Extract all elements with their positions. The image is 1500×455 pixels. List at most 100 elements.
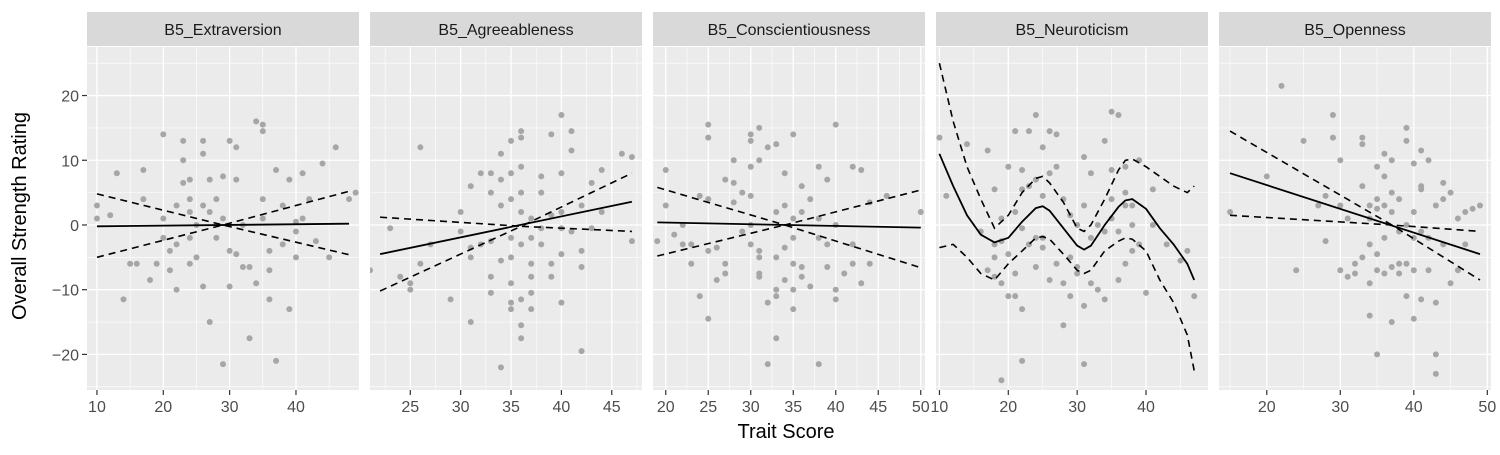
data-point	[558, 251, 565, 258]
data-point	[173, 202, 180, 209]
facet-panel: B5_Openness 20 30 40 50	[1219, 12, 1496, 416]
x-tick-label: 40	[553, 399, 571, 416]
ci-upper-line	[1229, 130, 1481, 233]
data-point	[764, 361, 771, 368]
data-point	[1396, 196, 1403, 203]
x-tick-label: 40	[1137, 399, 1155, 416]
data-point	[266, 247, 273, 254]
data-point	[497, 176, 504, 183]
data-point	[246, 264, 253, 271]
facet-strip	[87, 12, 359, 46]
data-point	[528, 260, 535, 267]
data-point	[1381, 150, 1388, 157]
data-point	[299, 170, 306, 177]
data-point	[1374, 351, 1381, 358]
data-point	[558, 299, 565, 306]
data-point	[713, 244, 720, 251]
data-point	[487, 189, 494, 196]
data-point	[1366, 202, 1373, 209]
y-axis-label: Overall Strength Rating	[9, 112, 31, 320]
data-point	[991, 254, 998, 261]
data-point	[598, 166, 605, 173]
data-point	[166, 247, 173, 254]
data-point	[773, 141, 780, 148]
ci-lower-line	[939, 235, 1195, 371]
data-point	[1440, 179, 1447, 186]
data-point	[1337, 157, 1344, 164]
data-point	[538, 241, 545, 248]
data-point	[747, 241, 754, 248]
data-point	[756, 273, 763, 280]
data-point	[147, 276, 154, 283]
data-point	[259, 215, 266, 222]
data-point	[266, 267, 273, 274]
data-point	[628, 154, 635, 161]
data-point	[1108, 108, 1115, 115]
data-point	[226, 137, 233, 144]
data-point	[233, 251, 240, 258]
data-point	[1359, 254, 1366, 261]
data-point	[1374, 251, 1381, 258]
x-tick-label: 30	[452, 399, 470, 416]
data-point	[849, 241, 856, 248]
data-point	[1315, 202, 1322, 209]
data-point	[279, 241, 286, 248]
data-point	[508, 234, 515, 241]
data-point	[1381, 270, 1388, 277]
data-point	[713, 276, 720, 283]
data-point	[790, 215, 797, 222]
data-point	[538, 173, 545, 180]
data-point	[186, 209, 193, 216]
data-point	[781, 244, 788, 251]
data-point	[1012, 270, 1019, 277]
data-point	[1381, 202, 1388, 209]
data-point	[705, 196, 712, 203]
data-point	[568, 147, 575, 154]
data-point	[1101, 137, 1108, 144]
data-point	[497, 202, 504, 209]
data-point	[200, 283, 207, 290]
data-point	[1074, 221, 1081, 228]
data-point	[239, 264, 246, 271]
data-point	[407, 286, 414, 293]
facet-strip-label: B5_Extraversion	[164, 22, 281, 39]
data-point	[1403, 293, 1410, 300]
data-point	[1410, 160, 1417, 167]
data-point	[1122, 163, 1129, 170]
data-point	[1012, 128, 1019, 135]
data-point	[140, 196, 147, 203]
facet-strip-label: B5_Openness	[1304, 22, 1405, 39]
facet-panel: B5_Conscientiousness 20 25 30 35 40 45 50	[653, 12, 930, 416]
data-point	[654, 238, 661, 245]
x-tick-label: 20	[999, 399, 1017, 416]
data-point	[1432, 299, 1439, 306]
data-point	[1129, 221, 1136, 228]
data-point	[180, 137, 187, 144]
data-point	[1374, 205, 1381, 212]
data-point	[1005, 163, 1012, 170]
data-point	[528, 289, 535, 296]
data-point	[1418, 147, 1425, 154]
data-point	[160, 234, 167, 241]
data-point	[487, 289, 494, 296]
data-point	[790, 286, 797, 293]
data-point	[548, 273, 555, 280]
facet-strip-label: B5_Agreeableness	[438, 22, 573, 39]
data-point	[457, 228, 464, 235]
x-tick-label: 45	[869, 399, 887, 416]
data-point	[1094, 221, 1101, 228]
points-group	[1227, 82, 1483, 377]
fit-line	[96, 222, 350, 228]
data-point	[558, 111, 565, 118]
data-point	[790, 306, 797, 313]
data-point	[588, 179, 595, 186]
data-point	[213, 196, 220, 203]
data-point	[991, 186, 998, 193]
data-point	[233, 144, 240, 151]
data-point	[206, 319, 213, 326]
x-tick-label: 45	[603, 399, 621, 416]
data-point	[917, 209, 924, 216]
data-point	[508, 196, 515, 203]
data-point	[548, 260, 555, 267]
